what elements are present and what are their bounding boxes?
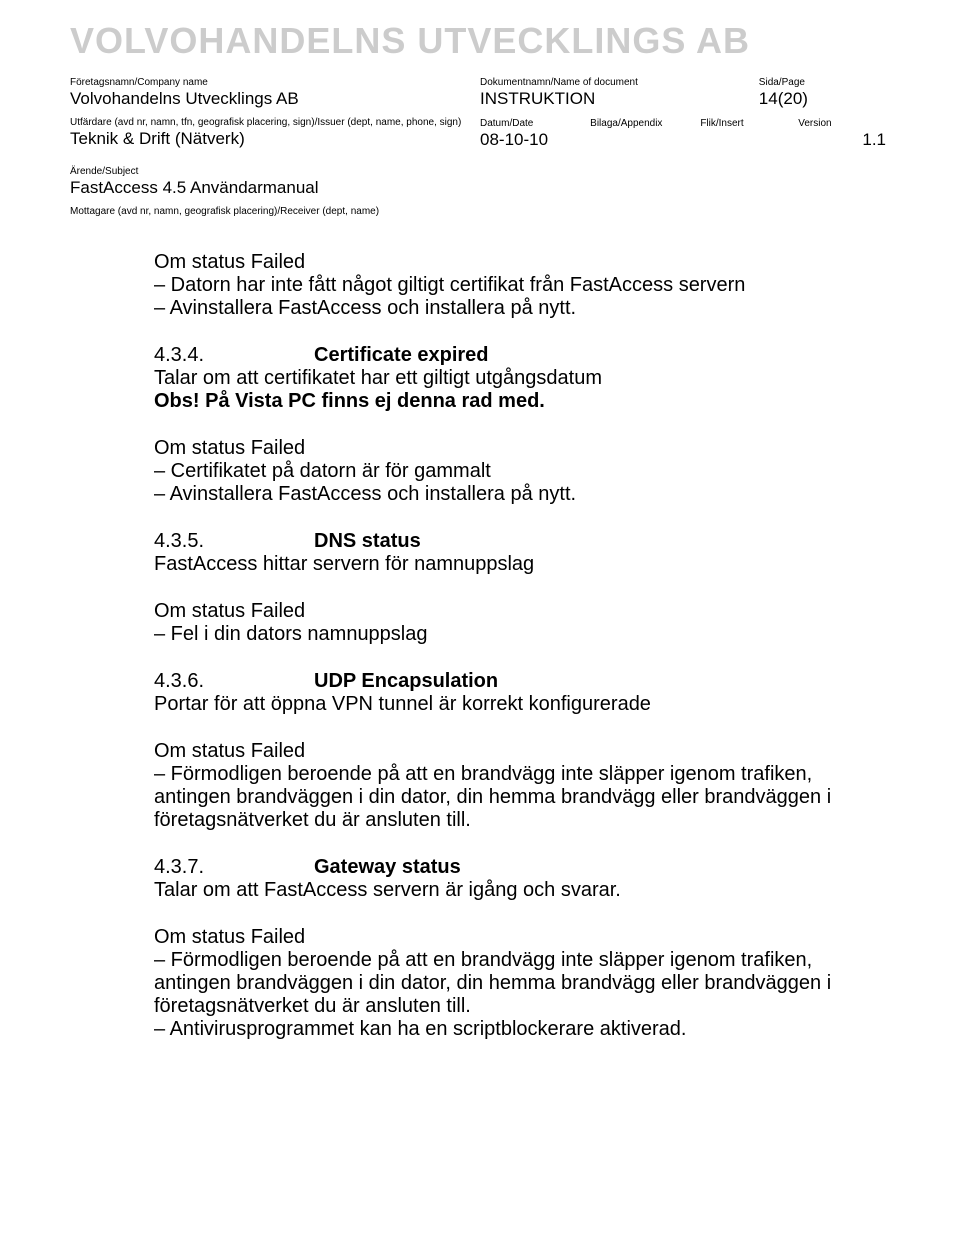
- text-line: FastAccess hittar servern för namnuppsla…: [154, 553, 880, 576]
- text-line: Obs! På Vista PC finns ej denna rad med.: [154, 390, 880, 413]
- section-title: Certificate expired: [314, 344, 489, 367]
- company-logo: VOLVOHANDELNS UTVECKLINGS AB: [70, 20, 890, 62]
- section-number: 4.3.5.: [154, 530, 314, 553]
- meta-label-bilaga: Bilaga/Appendix: [590, 118, 698, 130]
- status-failed-block-4: Om status Failed – Förmodligen beroende …: [154, 740, 880, 832]
- document-meta-table: Företagsnamn/Company name Volvohandelns …: [70, 76, 890, 225]
- text-line: Talar om att FastAccess servern är igång…: [154, 879, 880, 902]
- meta-label-version: Version: [798, 118, 886, 130]
- section-437: 4.3.7. Gateway status Talar om att FastA…: [154, 856, 880, 902]
- meta-value-subject: FastAccess 4.5 Användarmanual: [70, 178, 888, 198]
- text-line: Talar om att certifikatet har ett giltig…: [154, 367, 880, 390]
- text-line: – Förmodligen beroende på att en brandvä…: [154, 949, 880, 1018]
- document-body: Om status Failed – Datorn har inte fått …: [70, 251, 890, 1041]
- text-line: – Avinstallera FastAccess och installera…: [154, 483, 880, 506]
- section-title: DNS status: [314, 530, 421, 553]
- section-436: 4.3.6. UDP Encapsulation Portar för att …: [154, 670, 880, 716]
- meta-value-company: Volvohandelns Utvecklings AB: [70, 89, 478, 109]
- meta-label-page: Sida/Page: [759, 77, 888, 89]
- text-line: Om status Failed: [154, 251, 880, 274]
- meta-value-version: 1.1: [798, 130, 886, 150]
- text-line: Om status Failed: [154, 600, 880, 623]
- text-line: – Avinstallera FastAccess och installera…: [154, 297, 880, 320]
- meta-label-date: Datum/Date: [480, 118, 588, 130]
- meta-label-flik: Flik/Insert: [700, 118, 796, 130]
- status-failed-block-2: Om status Failed – Certifikatet på dator…: [154, 437, 880, 506]
- text-line: – Förmodligen beroende på att en brandvä…: [154, 763, 880, 832]
- text-line: – Fel i din dators namnuppslag: [154, 623, 880, 646]
- section-number: 4.3.7.: [154, 856, 314, 879]
- section-title: Gateway status: [314, 856, 461, 879]
- meta-value-page: 14(20): [759, 89, 888, 109]
- meta-value-doc: INSTRUKTION: [480, 89, 757, 109]
- section-title: UDP Encapsulation: [314, 670, 498, 693]
- text-line: – Datorn har inte fått något giltigt cer…: [154, 274, 880, 297]
- meta-label-company: Företagsnamn/Company name: [70, 77, 478, 89]
- text-line: – Certifikatet på datorn är för gammalt: [154, 460, 880, 483]
- status-failed-block-1: Om status Failed – Datorn har inte fått …: [154, 251, 880, 320]
- meta-label-receiver: Mottagare (avd nr, namn, geografisk plac…: [70, 206, 888, 218]
- meta-value-date: 08-10-10: [480, 130, 588, 150]
- meta-label-subject: Ärende/Subject: [70, 166, 888, 178]
- text-line: Om status Failed: [154, 437, 880, 460]
- meta-label-doc: Dokumentnamn/Name of document: [480, 77, 757, 89]
- meta-value-issuer: Teknik & Drift (Nätverk): [70, 129, 478, 149]
- status-failed-block-5: Om status Failed – Förmodligen beroende …: [154, 926, 880, 1041]
- section-434: 4.3.4. Certificate expired Talar om att …: [154, 344, 880, 413]
- text-line: Om status Failed: [154, 926, 880, 949]
- text-line: – Antivirusprogrammet kan ha en scriptbl…: [154, 1018, 880, 1041]
- section-number: 4.3.6.: [154, 670, 314, 693]
- meta-label-issuer: Utfärdare (avd nr, namn, tfn, geografisk…: [70, 117, 478, 129]
- section-435: 4.3.5. DNS status FastAccess hittar serv…: [154, 530, 880, 576]
- text-line: Om status Failed: [154, 740, 880, 763]
- status-failed-block-3: Om status Failed – Fel i din dators namn…: [154, 600, 880, 646]
- text-line: Portar för att öppna VPN tunnel är korre…: [154, 693, 880, 716]
- section-number: 4.3.4.: [154, 344, 314, 367]
